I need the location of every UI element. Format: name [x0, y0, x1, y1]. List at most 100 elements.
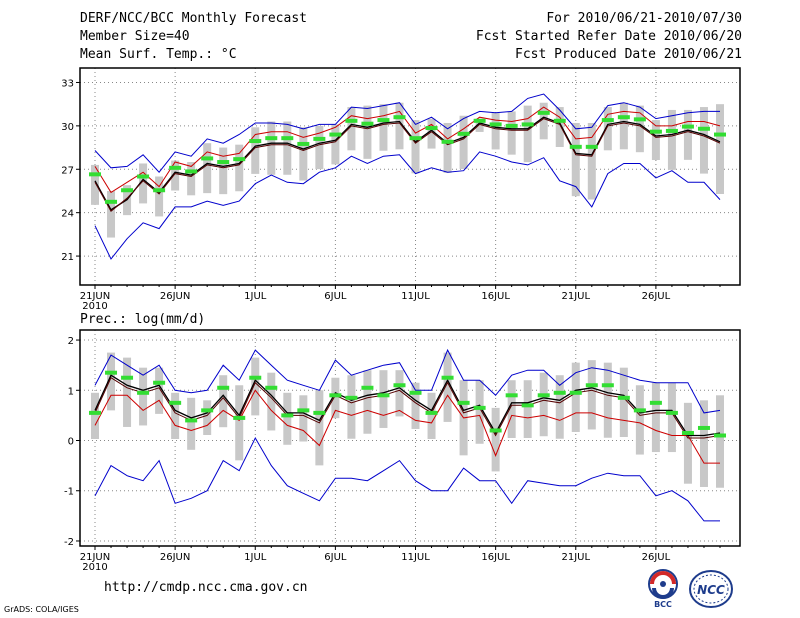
temp-marker — [681, 124, 694, 129]
prec-marker — [249, 375, 262, 380]
prec-marker — [714, 433, 726, 438]
prec-marker — [473, 405, 486, 410]
prec-spread-box — [331, 377, 340, 419]
prec-marker — [377, 393, 390, 398]
prec-marker — [169, 400, 182, 405]
temp-spread-box — [635, 105, 644, 153]
temp-spread-box — [347, 107, 356, 151]
temp-marker — [265, 136, 278, 141]
temp-marker — [169, 165, 182, 170]
prec-spread-box — [171, 392, 180, 440]
temp-spread-box — [155, 176, 164, 217]
prec-marker — [329, 393, 342, 398]
temp-marker — [201, 156, 214, 161]
prec-marker — [393, 383, 406, 388]
prec-marker — [617, 395, 630, 400]
temp-marker — [137, 174, 150, 179]
prec-series-max — [94, 348, 721, 414]
prec-marker — [137, 390, 150, 395]
prec-marker — [281, 413, 294, 418]
prec-spread-box — [283, 392, 292, 445]
prec-spread-box — [491, 407, 500, 472]
prec-xtick-label: 26JUN — [160, 552, 190, 563]
temp-spread-box — [139, 163, 148, 204]
prec-marker — [233, 415, 246, 420]
temp-spread-box — [619, 102, 628, 150]
prec-spread-box — [187, 397, 196, 450]
temp-series-min — [94, 151, 721, 260]
temp-marker — [714, 132, 726, 137]
source-url[interactable]: http://cmdp.ncc.cma.gov.cn — [104, 580, 308, 595]
temp-ytick-label: 24 — [61, 209, 74, 220]
prec-marker — [153, 380, 166, 385]
prec-spread-box — [651, 382, 660, 453]
temp-spread-box — [699, 107, 708, 174]
temp-marker — [553, 118, 566, 123]
temp-marker — [409, 136, 422, 141]
temp-marker — [441, 139, 454, 144]
prec-plot-frame — [79, 329, 741, 547]
prec-spread-box — [139, 367, 148, 426]
prec-series-upper — [94, 389, 720, 464]
prec-marker — [345, 395, 358, 400]
temp-marker — [233, 157, 246, 162]
prec-xtick-label: 21JUL — [561, 552, 590, 563]
temp-spread-box — [395, 102, 404, 150]
prec-series-mean — [94, 374, 721, 437]
prec-marker — [633, 408, 646, 413]
prec-spread-box — [587, 360, 596, 430]
temp-spread-box — [683, 109, 692, 160]
prec-spread-box — [411, 382, 420, 429]
prec-spread-box — [507, 380, 516, 438]
prec-spread-box — [315, 390, 324, 466]
temp-spread-box — [427, 118, 436, 149]
temp-spread-box — [299, 127, 308, 181]
prec-spread-box — [683, 402, 692, 484]
temp-spread-box — [555, 107, 564, 147]
temp-marker — [105, 199, 118, 204]
temp-marker — [297, 141, 310, 146]
prec-marker — [681, 430, 694, 435]
temp-marker — [425, 126, 438, 131]
prec-spread-box — [91, 392, 99, 440]
temp-marker — [521, 122, 534, 127]
prec-spread-box — [635, 385, 644, 455]
temp-marker — [121, 188, 134, 193]
temp-marker — [249, 139, 262, 144]
variable-label: Mean Surf. Temp.: °C — [80, 47, 237, 62]
prec-series-median — [94, 376, 721, 439]
prec-ytick-label: -1 — [64, 487, 74, 498]
temp-ytick-label: 27 — [61, 165, 74, 176]
prec-xtick-label: 21JUN — [80, 552, 110, 563]
prec-marker — [553, 390, 566, 395]
prec-marker — [585, 383, 598, 388]
prec-marker — [697, 425, 710, 430]
prec-spread-box — [299, 395, 308, 442]
temp-marker — [329, 132, 342, 137]
prec-year-label: 2010 — [82, 562, 107, 573]
temp-marker — [505, 123, 518, 128]
temp-series-upper — [94, 106, 721, 194]
bcc-logo: BCC — [648, 569, 678, 609]
temp-spread-box — [587, 122, 596, 200]
prec-marker — [521, 403, 534, 408]
prec-marker — [297, 408, 310, 413]
prec-spread-box — [475, 380, 484, 444]
prec-marker — [537, 393, 550, 398]
temp-spread-box — [523, 105, 532, 163]
temp-spread-box — [235, 144, 244, 192]
temp-marker — [393, 115, 406, 120]
temp-spread-box — [443, 122, 452, 173]
temp-spread-box — [187, 162, 196, 196]
temp-marker — [585, 144, 598, 149]
temp-series-median — [94, 118, 721, 212]
temp-spread-box — [507, 111, 516, 155]
prec-ytick-label: 1 — [68, 386, 74, 397]
temp-spread-box — [459, 115, 468, 169]
temp-spread-box — [267, 121, 276, 175]
prec-marker — [569, 390, 582, 395]
temp-spread-box — [331, 124, 340, 165]
temp-marker — [489, 122, 502, 127]
temp-series-mean — [94, 116, 721, 211]
prec-ytick-label: 0 — [68, 437, 74, 448]
